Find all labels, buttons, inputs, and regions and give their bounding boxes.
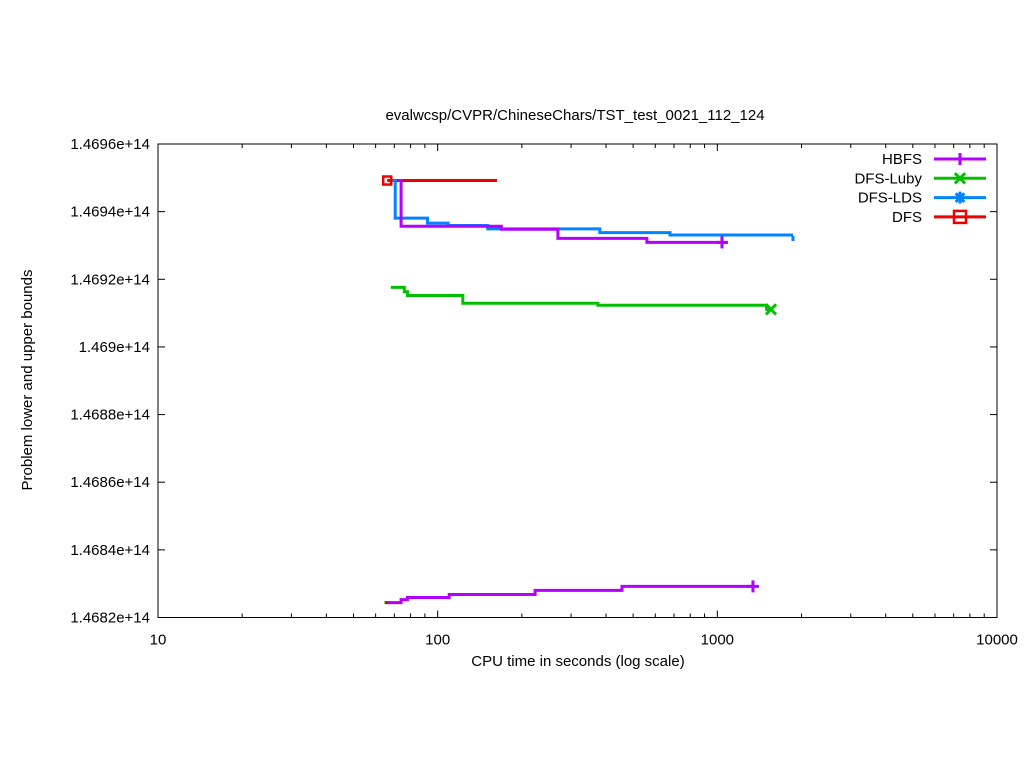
y-tick-label: 1.4684e+14	[70, 542, 150, 559]
y-tick-label: 1.4694e+14	[70, 204, 150, 221]
legend-row-hbfs: HBFS	[882, 151, 986, 168]
y-tick-label: 1.4688e+14	[70, 407, 150, 424]
chart-title: evalwcsp/CVPR/ChineseChars/TST_test_0021…	[385, 107, 764, 124]
legend-marker-square	[952, 209, 968, 225]
x-tick-label: 100	[425, 632, 450, 649]
y-tick-label: 1.4686e+14	[70, 474, 150, 491]
legend-marker-cross	[953, 172, 967, 185]
legend-row-dfs-luby: DFS-Luby	[854, 170, 986, 187]
series-marker-hbfs-lower	[746, 580, 759, 593]
series-line-hbfs-lower	[387, 584, 753, 605]
series-marker-hbfs-upper	[715, 236, 728, 249]
legend-marker-asterisk	[954, 191, 966, 204]
series-marker-dfs-upper	[381, 175, 393, 186]
series-marker-dfs-luby-upper	[764, 303, 778, 316]
series-line-hbfs-upper	[397, 179, 722, 244]
legend-label: DFS	[892, 209, 922, 226]
x-tick-label: 10000	[976, 632, 1018, 649]
plot-series	[381, 175, 795, 605]
legend-marker-plus	[954, 153, 966, 165]
y-tick-label: 1.4692e+14	[70, 271, 150, 288]
legend-row-dfs: DFS	[892, 209, 986, 226]
x-tick-label: 1000	[701, 632, 734, 649]
y-tick-label: 1.4682e+14	[70, 610, 150, 627]
x-axis-label: CPU time in seconds (log scale)	[471, 653, 684, 670]
legend-label: HBFS	[882, 151, 922, 168]
series-line-dfs-luby-upper	[390, 285, 771, 311]
legend-label: DFS-Luby	[854, 170, 922, 187]
y-tick-label: 1.469e+14	[79, 339, 150, 356]
plot-border-rect	[157, 143, 998, 618]
legend-row-dfs-lds: DFS-LDS	[858, 190, 986, 207]
plot-border	[157, 143, 998, 618]
x-tick-label: 10	[150, 632, 167, 649]
legend-label: DFS-LDS	[858, 190, 922, 207]
y-axis-label: Problem lower and upper bounds	[19, 270, 36, 491]
legend: HBFS DFS-Luby DFS-LDS DFS	[854, 151, 986, 226]
y-tick-label: 1.4696e+14	[70, 136, 150, 153]
axis-ticks: 10 100 1000 10000 1.4682e+14 1.4684e+14 1.4686…	[70, 136, 1018, 649]
